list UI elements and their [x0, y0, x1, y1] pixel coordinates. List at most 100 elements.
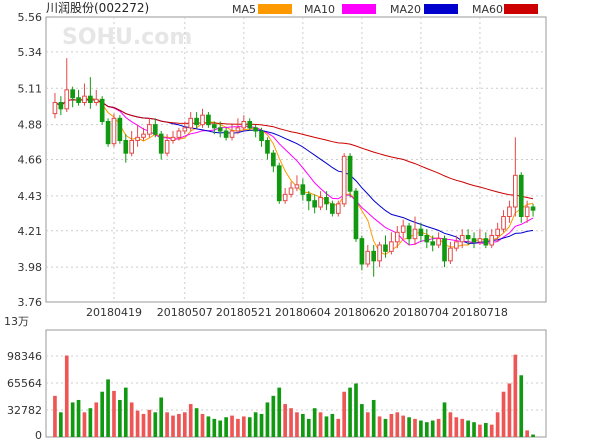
candle-body — [129, 140, 135, 154]
volume-bar — [501, 391, 506, 437]
candle — [217, 121, 223, 138]
candle-body — [58, 102, 64, 110]
volume-bar — [159, 397, 164, 437]
candle — [141, 127, 146, 141]
price-tick-label: 3.98 — [18, 261, 43, 274]
candle-body — [206, 114, 211, 126]
candle — [93, 89, 99, 106]
legend-ma20-swatch — [424, 4, 458, 14]
volume-bar — [324, 416, 329, 437]
volume-bar — [365, 412, 370, 437]
candle — [99, 96, 105, 125]
volume-bar — [442, 402, 447, 437]
candle-body — [147, 124, 152, 135]
candle-body — [276, 165, 282, 202]
volume-bar — [147, 409, 152, 437]
candle — [483, 232, 489, 249]
volume-bar — [301, 413, 305, 437]
candle — [359, 235, 365, 271]
candle — [164, 134, 170, 157]
candle — [147, 118, 152, 138]
candle — [129, 131, 135, 157]
volume-bar — [265, 402, 270, 437]
legend-ma20-label: MA20 — [390, 3, 421, 16]
volume-bar — [531, 434, 535, 437]
candle — [206, 112, 211, 128]
price-tick-label: 4.21 — [18, 225, 43, 238]
volume-bar — [430, 420, 435, 437]
candle — [406, 222, 412, 245]
candle — [253, 124, 258, 138]
candle-body — [353, 190, 359, 240]
date-tick-label: 20180704 — [393, 306, 449, 319]
candle — [448, 241, 453, 264]
candle — [70, 86, 75, 108]
candle — [377, 241, 382, 268]
volume-bar — [371, 399, 376, 437]
price-tick-label: 4.66 — [18, 154, 43, 167]
volume-bar — [70, 402, 75, 437]
volume-bar — [478, 424, 482, 437]
volume-bar — [141, 413, 146, 437]
volume-bar — [277, 387, 282, 437]
volume-bar — [76, 399, 81, 437]
volume-bar — [318, 412, 323, 437]
candle-body — [123, 140, 129, 154]
legend-ma60-swatch — [504, 4, 538, 14]
candle-body — [64, 89, 70, 110]
volume-gridlines — [46, 355, 546, 411]
date-tick-label: 20180620 — [334, 306, 390, 319]
candle — [105, 118, 111, 147]
candle — [412, 216, 418, 245]
candle-body — [259, 130, 264, 141]
volume-tick-label: 32782 — [7, 404, 42, 417]
candle — [353, 188, 359, 242]
candle — [389, 232, 394, 255]
price-tick-label: 5.56 — [18, 11, 43, 24]
candle-body — [400, 225, 406, 233]
candle-body — [518, 174, 524, 217]
volume-bar — [112, 390, 116, 437]
candle — [383, 235, 388, 258]
candle-body — [524, 206, 530, 217]
candle-body — [170, 136, 176, 141]
volume-bar — [407, 417, 411, 437]
volume-bar — [253, 412, 258, 437]
candle-body — [200, 114, 205, 126]
volume-bar — [472, 422, 476, 437]
volume-bars — [53, 354, 535, 437]
candle-body — [448, 247, 453, 262]
candle-body — [300, 184, 306, 195]
candle — [170, 131, 176, 144]
candle-body — [412, 228, 418, 240]
candle-body — [135, 136, 140, 141]
date-tick-label: 20180604 — [275, 306, 331, 319]
volume-bar — [342, 391, 347, 437]
candle-body — [424, 235, 430, 243]
candle — [82, 83, 87, 106]
candle-body — [76, 97, 81, 103]
candle-body — [483, 238, 489, 246]
volume-bar — [383, 418, 388, 437]
candle — [306, 191, 312, 211]
candle — [459, 229, 465, 249]
candle — [52, 93, 58, 119]
date-tick-label: 20180521 — [216, 306, 272, 319]
candle — [294, 175, 300, 192]
candle — [117, 115, 123, 144]
volume-bar — [82, 412, 87, 437]
volume-bar — [283, 404, 287, 437]
candle-body — [93, 98, 99, 104]
candle — [229, 124, 235, 141]
candle — [524, 200, 530, 223]
candlesticks — [52, 58, 536, 277]
candle-body — [294, 184, 300, 189]
candle — [135, 124, 140, 147]
volume-bar — [389, 413, 394, 437]
candle-body — [465, 235, 471, 240]
volume-bar — [100, 391, 105, 437]
volume-bar — [224, 417, 228, 437]
volume-bar — [448, 412, 453, 437]
candle — [489, 229, 495, 249]
